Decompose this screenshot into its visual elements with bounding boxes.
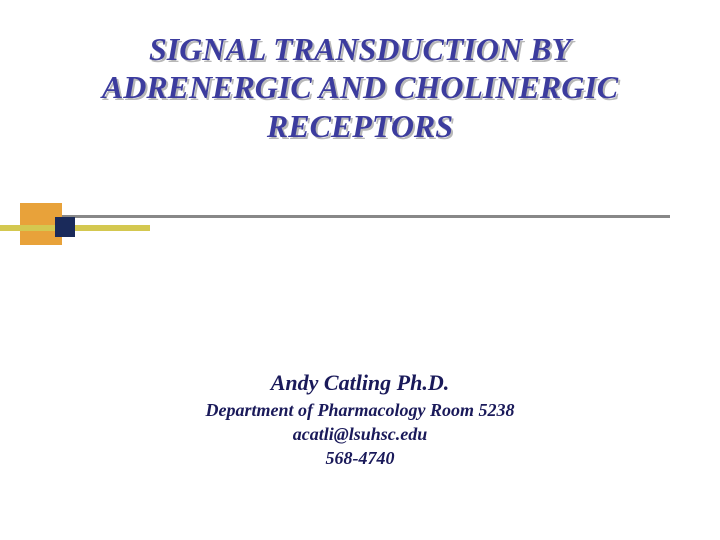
yellow-line: [0, 225, 150, 231]
author-department: Department of Pharmacology Room 5238: [0, 400, 720, 421]
author-block: Andy Catling Ph.D. Department of Pharmac…: [0, 370, 720, 469]
decorative-graphic: [0, 215, 720, 275]
author-phone: 568-4740: [0, 448, 720, 469]
gray-line: [50, 215, 670, 218]
title-main: SIGNAL TRANSDUCTION BY ADRENERGIC AND CH…: [102, 30, 618, 145]
author-email: acatli@lsuhsc.edu: [0, 424, 720, 445]
slide-title: SIGNAL TRANSDUCTION BY ADRENERGIC AND CH…: [0, 0, 720, 145]
navy-square: [55, 217, 75, 237]
author-name: Andy Catling Ph.D.: [0, 370, 720, 396]
slide-container: SIGNAL TRANSDUCTION BY ADRENERGIC AND CH…: [0, 0, 720, 540]
